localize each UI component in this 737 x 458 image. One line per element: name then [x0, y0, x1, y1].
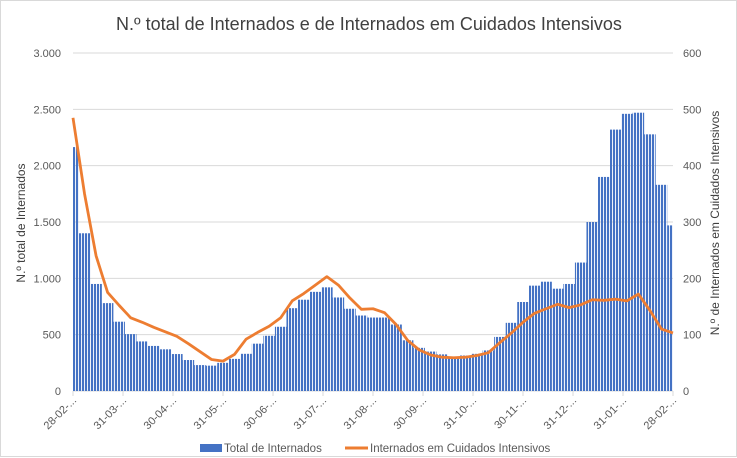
bar — [540, 281, 552, 391]
bar — [90, 283, 102, 391]
y-tick-label: 1.000 — [33, 273, 61, 285]
y-tick-label: 2.500 — [33, 104, 61, 116]
chart-title: N.º total de Internados e de Internados … — [116, 14, 622, 34]
y2-tick-label: 500 — [683, 104, 701, 116]
bar — [355, 315, 368, 391]
bar — [459, 355, 472, 391]
x-tick-label: 31-03-... — [92, 395, 129, 432]
bar — [240, 353, 252, 391]
x-tick-label: 31-05-... — [192, 395, 229, 432]
y-tick-label: 3.000 — [33, 48, 61, 60]
bar — [332, 297, 345, 391]
bar — [424, 351, 437, 391]
y2-tick-label: 300 — [683, 217, 701, 229]
bar — [113, 321, 125, 391]
x-tick-label: 30-04-... — [142, 395, 179, 432]
bar — [171, 354, 183, 391]
bar — [517, 301, 529, 391]
x-axis-ticks: 28-02-... 31-03-... 30-04-... 31-05-... 30-0… — [42, 391, 679, 432]
y2-tick-label: 100 — [683, 330, 701, 342]
bar — [436, 354, 448, 391]
bar — [551, 288, 564, 391]
legend-label-icu: Internados em Cuidados Intensivos — [370, 443, 551, 455]
bar — [194, 365, 206, 391]
bar — [251, 343, 264, 391]
x-tick-label: 30-11-... — [492, 395, 529, 432]
bar — [309, 291, 322, 391]
y2-tick-label: 200 — [683, 273, 701, 285]
line-series-cuidados-intensivos — [71, 117, 674, 363]
bar — [73, 147, 79, 391]
x-tick-label: 28-02-... — [42, 395, 79, 432]
x-tick-label: 31-10-... — [442, 395, 479, 432]
legend-label-total: Total de Internados — [224, 443, 322, 455]
x-tick-label: 31-08-... — [342, 395, 379, 432]
bar — [124, 334, 137, 391]
legend-swatch-bar — [200, 444, 222, 452]
left-axis-label: N.º total de Internados — [14, 163, 28, 282]
x-tick-label: 31-01-... — [592, 395, 629, 432]
bar — [321, 287, 333, 391]
bar — [148, 345, 160, 391]
bar — [528, 285, 541, 391]
bar — [413, 347, 425, 391]
bar — [644, 134, 656, 391]
bar — [159, 349, 172, 391]
bar — [205, 365, 218, 391]
x-tick-label: 31-12-... — [542, 395, 579, 432]
bar — [367, 317, 379, 391]
bar — [609, 129, 622, 391]
y2-tick-label: 600 — [683, 48, 701, 60]
bar — [471, 353, 483, 391]
bar — [586, 222, 598, 391]
legend: Total de Internados Internados em Cuidad… — [200, 443, 551, 455]
bar — [563, 283, 575, 391]
bar — [655, 184, 668, 391]
y-tick-label: 1.500 — [33, 217, 61, 229]
bar — [448, 356, 460, 391]
x-tick-label: 31-07-... — [292, 395, 329, 432]
bar — [632, 112, 645, 392]
bar-series-total-internados — [73, 112, 673, 392]
bar — [136, 341, 148, 391]
right-axis-label: N.º de Internados em Cuidados Intensivos — [708, 111, 722, 336]
bar — [182, 360, 195, 391]
bar — [228, 358, 241, 391]
y2-tick-label: 0 — [683, 386, 689, 398]
bar — [494, 336, 506, 391]
y2-tick-label: 400 — [683, 161, 701, 173]
bar — [298, 299, 310, 391]
x-tick-label: 30-09-... — [392, 395, 429, 432]
x-tick-label: 30-06-... — [242, 395, 279, 432]
bar — [344, 308, 356, 391]
x-tick-label: 28-02-... — [642, 395, 679, 432]
bar — [78, 233, 91, 391]
bar — [274, 326, 287, 391]
bar — [621, 113, 633, 391]
bar — [101, 303, 114, 391]
bar — [667, 225, 673, 391]
bar — [378, 317, 391, 391]
bar — [482, 350, 495, 391]
bar — [574, 262, 587, 391]
left-axis-ticks: 0 500 1.000 1.500 2.000 2.500 3.000 — [33, 48, 61, 398]
bar — [598, 176, 610, 391]
bar — [505, 322, 518, 391]
bar — [263, 335, 275, 391]
y-tick-label: 0 — [55, 386, 61, 398]
bar — [390, 324, 402, 391]
right-axis-ticks: 0 100 200 300 400 500 600 — [683, 48, 701, 398]
y-tick-label: 500 — [43, 330, 61, 342]
icu-line — [71, 117, 674, 363]
bar — [286, 308, 298, 391]
bar — [217, 362, 229, 391]
bar — [401, 340, 414, 391]
y-tick-label: 2.000 — [33, 161, 61, 173]
